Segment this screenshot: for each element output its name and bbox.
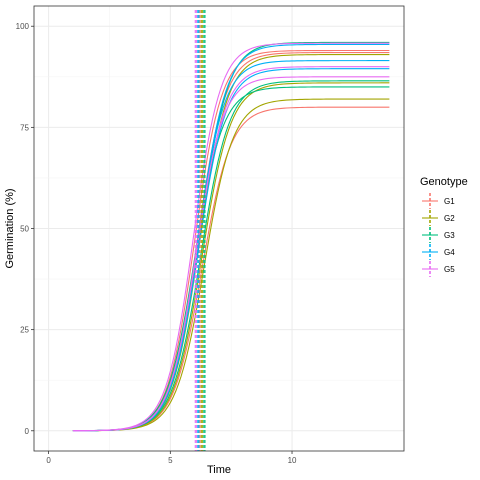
legend-item-g2: G2 (422, 210, 455, 226)
x-axis-ticks: 0 5 10 (46, 451, 297, 465)
legend-label: G5 (444, 265, 455, 274)
legend-item-g1: G1 (422, 193, 455, 209)
legend: Genotype G1 G2 G3 G4 G5 (420, 176, 468, 277)
y-tick-label: 0 (25, 427, 30, 436)
y-axis-title: Germination (%) (4, 188, 16, 268)
legend-item-g5: G5 (422, 261, 455, 277)
y-axis-ticks: 0 25 50 75 100 (16, 22, 34, 436)
y-tick-label: 75 (20, 123, 29, 132)
legend-title: Genotype (420, 176, 468, 188)
legend-label: G4 (444, 248, 455, 257)
legend-label: G3 (444, 231, 455, 240)
germination-curves (72, 41, 390, 432)
x-tick-label: 0 (46, 456, 51, 465)
legend-item-g4: G4 (422, 244, 455, 260)
curve-g5 (72, 42, 390, 432)
x-axis-title: Time (207, 464, 231, 476)
y-tick-label: 100 (16, 22, 30, 31)
x-tick-label: 5 (168, 456, 173, 465)
y-tick-label: 25 (20, 326, 29, 335)
legend-label: G1 (444, 197, 455, 206)
x-tick-label: 10 (288, 456, 297, 465)
y-tick-label: 50 (20, 225, 29, 234)
legend-label: G2 (444, 214, 455, 223)
median-time-lines (194, 10, 206, 451)
legend-item-g3: G3 (422, 227, 455, 243)
